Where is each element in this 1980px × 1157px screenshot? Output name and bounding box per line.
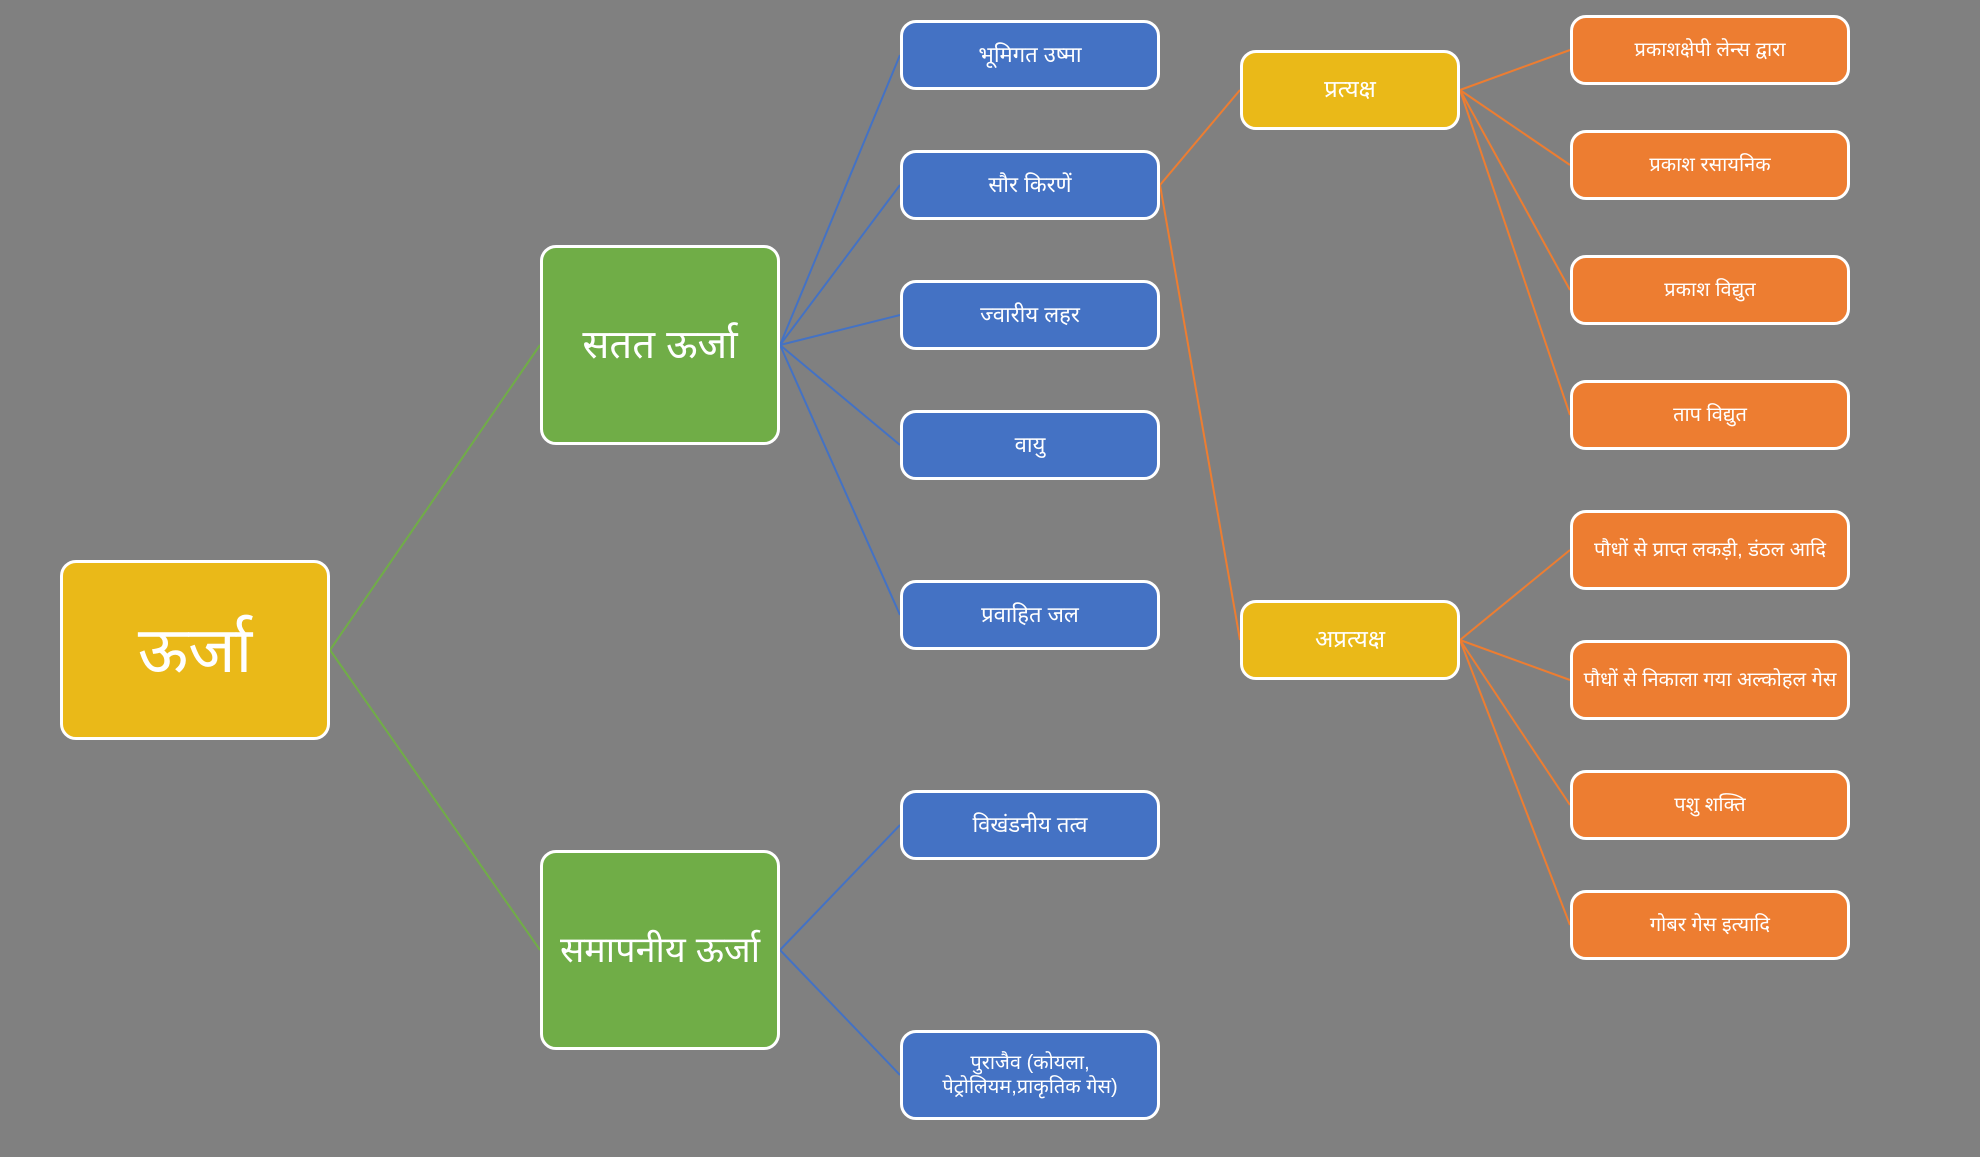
edge-apratyaksh-paudhe_alc [1460, 640, 1570, 680]
node-label-paudhe_alc: पौधों से निकाला गया अल्कोहल गेस [1584, 668, 1837, 692]
node-label-bhumi: भूमिगत उष्मा [978, 42, 1081, 68]
node-paudhe_lak: पौधों से प्राप्त लकड़ी, डंठल आदि [1570, 510, 1850, 590]
node-vikhand: विखंडनीय तत्व [900, 790, 1160, 860]
node-vayu: वायु [900, 410, 1160, 480]
node-label-vayu: वायु [1015, 432, 1046, 458]
node-apratyaksh: अप्रत्यक्ष [1240, 600, 1460, 680]
node-label-jwar: ज्वारीय लहर [980, 302, 1080, 328]
edge-apratyaksh-gobar [1460, 640, 1570, 925]
edge-satat-vayu [780, 345, 900, 445]
node-prakashkshep: प्रकाशक्षेपी लेन्स द्वारा [1570, 15, 1850, 85]
node-bhumi: भूमिगत उष्मा [900, 20, 1160, 90]
node-pratyaksh: प्रत्यक्ष [1240, 50, 1460, 130]
node-saur: सौर किरणें [900, 150, 1160, 220]
edge-apratyaksh-pashu [1460, 640, 1570, 805]
node-label-satat: सतत ऊर्जा [582, 321, 737, 369]
edge-samap-vikhand [780, 825, 900, 950]
edge-pratyaksh-tapvidyut [1460, 90, 1570, 415]
node-prakashvidyut: प्रकाश विद्युत [1570, 255, 1850, 325]
node-label-prakashvidyut: प्रकाश विद्युत [1664, 278, 1755, 302]
node-pashu: पशु शक्ति [1570, 770, 1850, 840]
node-label-pashu: पशु शक्ति [1674, 793, 1745, 817]
node-label-pratyaksh: प्रत्यक्ष [1324, 76, 1376, 105]
edge-saur-apratyaksh [1160, 185, 1240, 640]
node-samap: समापनीय ऊर्जा [540, 850, 780, 1050]
node-label-purajev: पुराजैव (कोयला, पेट्रोलियम,प्राकृतिक गेस… [913, 1051, 1147, 1099]
node-tapvidyut: ताप विद्युत [1570, 380, 1850, 450]
node-label-vikhand: विखंडनीय तत्व [972, 812, 1087, 838]
node-label-apratyaksh: अप्रत्यक्ष [1315, 626, 1385, 655]
edge-pratyaksh-prakashvidyut [1460, 90, 1570, 290]
node-gobar: गोबर गेस इत्यादि [1570, 890, 1850, 960]
node-label-gobar: गोबर गेस इत्यादि [1650, 913, 1770, 937]
node-label-paudhe_lak: पौधों से प्राप्त लकड़ी, डंठल आदि [1594, 538, 1826, 562]
node-prakashrasay: प्रकाश रसायनिक [1570, 130, 1850, 200]
node-label-saur: सौर किरणें [988, 172, 1071, 198]
node-label-jal: प्रवाहित जल [981, 602, 1079, 628]
edge-satat-jal [780, 345, 900, 615]
edge-root-samap [330, 650, 540, 950]
edge-root-satat [330, 345, 540, 650]
node-jal: प्रवाहित जल [900, 580, 1160, 650]
node-paudhe_alc: पौधों से निकाला गया अल्कोहल गेस [1570, 640, 1850, 720]
diagram-canvas: ऊर्जा सतत ऊर्जा समापनीय ऊर्जा भूमिगत उष्मा स… [0, 0, 1980, 1157]
edge-pratyaksh-prakashrasay [1460, 90, 1570, 165]
node-satat: सतत ऊर्जा [540, 245, 780, 445]
node-label-samap: समापनीय ऊर्जा [560, 928, 760, 971]
node-purajev: पुराजैव (कोयला, पेट्रोलियम,प्राकृतिक गेस… [900, 1030, 1160, 1120]
edge-saur-pratyaksh [1160, 90, 1240, 185]
edge-satat-bhumi [780, 55, 900, 345]
edge-pratyaksh-prakashkshep [1460, 50, 1570, 90]
node-label-prakashkshep: प्रकाशक्षेपी लेन्स द्वारा [1634, 38, 1785, 62]
node-jwar: ज्वारीय लहर [900, 280, 1160, 350]
node-label-tapvidyut: ताप विद्युत [1673, 403, 1747, 427]
edge-samap-purajev [780, 950, 900, 1075]
edge-apratyaksh-paudhe_lak [1460, 550, 1570, 640]
node-label-prakashrasay: प्रकाश रसायनिक [1649, 153, 1770, 177]
edge-satat-saur [780, 185, 900, 345]
edge-satat-jwar [780, 315, 900, 345]
node-label-root: ऊर्जा [138, 612, 252, 689]
node-root: ऊर्जा [60, 560, 330, 740]
